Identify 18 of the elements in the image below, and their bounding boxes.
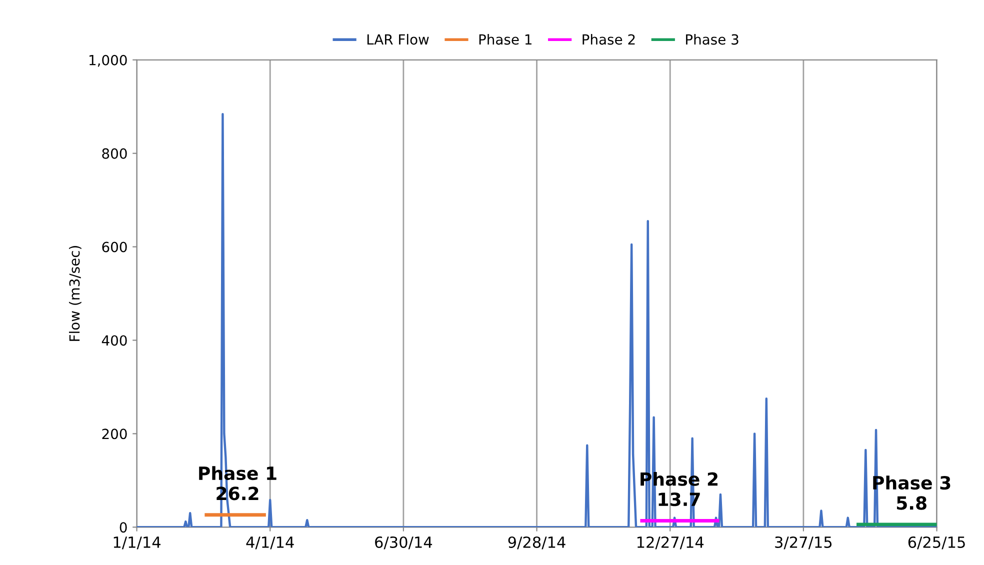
y-tick-label: 600 [102,242,127,252]
legend-label: Phase 1 [479,34,532,45]
x-tick-label: 4/1/14 [246,536,294,550]
y-tick-label: 0 [120,522,127,533]
legend-label: Phase 2 [582,34,635,45]
x-tick-label: 1/1/14 [114,536,161,550]
x-tick-label: 12/27/14 [637,536,704,550]
x-tick-label: 6/30/14 [375,536,432,550]
y-tick-label: 800 [102,148,127,159]
y-tick-label: 1,000 [90,54,127,67]
x-tick-label: 3/27/15 [775,536,832,550]
legend-label: Phase 3 [686,34,738,45]
y-tick-label: 400 [102,335,127,346]
x-tick-label: 9/28/14 [508,536,566,550]
y-tick-label: 200 [102,428,127,440]
legend-label: LAR Flow [367,34,429,45]
y-axis-title: Flow (m3/sec) [68,246,82,341]
x-tick-label: 6/25/15 [908,536,965,550]
